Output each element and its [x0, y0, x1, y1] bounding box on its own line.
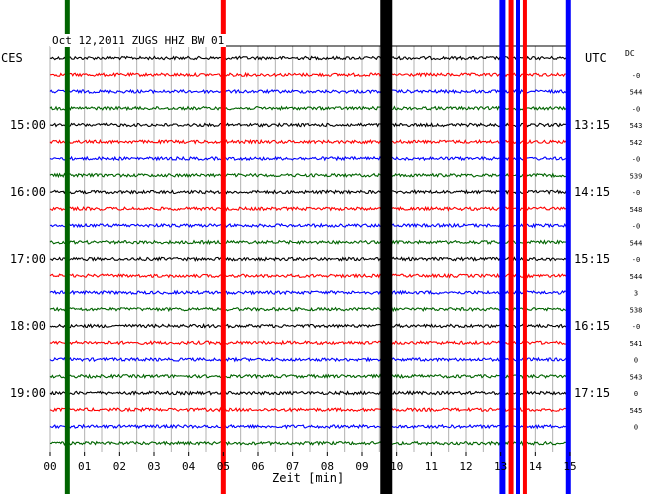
x-tick-label: 01: [78, 460, 91, 473]
x-tick-label: 07: [286, 460, 299, 473]
right-time-label: 17:15: [574, 386, 610, 400]
dc-offset-value: 544: [630, 89, 643, 97]
time-grid: [49, 45, 571, 452]
trace-line: [49, 423, 570, 430]
trace-line: [49, 55, 570, 61]
left-time-label: 17:00: [10, 252, 46, 266]
x-tick-label: 10: [390, 460, 403, 473]
seismic-traces: [49, 55, 571, 447]
x-tick-label: 04: [182, 460, 196, 473]
right-time-labels: 13:15 14:15 15:15 16:15 17:15: [574, 118, 610, 400]
trace-line: [49, 189, 570, 195]
event-markers: [64, 0, 571, 494]
event-marker: [380, 0, 393, 494]
event-marker: [499, 0, 506, 494]
dc-offset-value: 542: [630, 139, 643, 147]
right-time-label: 13:15: [574, 118, 610, 132]
trace-line: [49, 138, 570, 145]
dc-offset-value: 539: [630, 172, 643, 180]
dc-offset-value: -0: [632, 256, 640, 264]
trace-line: [49, 155, 570, 162]
event-marker: [64, 0, 70, 494]
x-tick-label: 15: [563, 460, 576, 473]
dc-offset-value: 544: [630, 273, 643, 281]
dc-offset-value: 0: [634, 357, 638, 365]
left-time-label: 18:00: [10, 319, 46, 333]
x-tick-label: 08: [321, 460, 334, 473]
left-time-label: 16:00: [10, 185, 46, 199]
x-tick-label: 06: [251, 460, 264, 473]
trace-line: [49, 373, 570, 380]
left-time-label: 15:00: [10, 118, 46, 132]
trace-line: [49, 172, 571, 179]
dc-offset-labels: -0 544 -0 543 542 -0 539 -0 548 -0 544 -0 544 3 538 -0 5…: [630, 72, 643, 432]
dc-column-title: DC: [625, 49, 635, 58]
dc-offset-value: -0: [632, 189, 640, 197]
chart-title: Oct 12,2011 ZUGS HHZ BW 01: [50, 34, 227, 47]
trace-line: [49, 406, 571, 413]
event-marker: [516, 0, 520, 494]
dc-offset-value: 538: [630, 306, 643, 314]
x-tick-label: 05: [217, 460, 230, 473]
dc-offset-value: 0: [634, 390, 638, 398]
x-tick-label: 02: [113, 460, 126, 473]
trace-line: [49, 323, 571, 329]
trace-line: [49, 272, 571, 279]
x-tick-label: 14: [529, 460, 543, 473]
left-axis-title: CES: [1, 51, 23, 65]
dc-offset-value: -0: [632, 323, 640, 331]
dc-offset-value: -0: [632, 72, 640, 80]
trace-line: [49, 306, 570, 313]
dc-offset-value: 545: [630, 407, 643, 415]
x-tick-label: 12: [459, 460, 472, 473]
left-time-label: 19:00: [10, 386, 46, 400]
dc-offset-value: 3: [634, 290, 638, 298]
x-tick-label: 03: [147, 460, 160, 473]
dc-offset-value: -0: [632, 156, 640, 164]
trace-line: [49, 356, 571, 363]
x-axis-label: Zeit [min]: [272, 471, 345, 485]
trace-line: [49, 105, 570, 112]
trace-line: [49, 339, 571, 346]
event-marker: [508, 0, 514, 494]
dc-offset-value: 548: [630, 206, 643, 214]
event-marker: [220, 0, 226, 494]
trace-line: [49, 239, 570, 246]
x-tick-label: 00: [43, 460, 56, 473]
dc-offset-value: 543: [630, 122, 643, 130]
trace-line: [49, 88, 570, 95]
dc-offset-value: 543: [630, 373, 643, 381]
x-tick-label: 09: [355, 460, 368, 473]
trace-line: [49, 122, 571, 128]
right-axis-title: UTC: [585, 51, 607, 65]
event-marker: [522, 0, 527, 494]
trace-line: [49, 222, 570, 229]
trace-line: [49, 256, 571, 262]
dc-offset-value: -0: [632, 223, 640, 231]
dc-offset-value: 541: [630, 340, 643, 348]
left-time-labels: 15:00 16:00 17:00 18:00 19:00: [10, 118, 46, 400]
x-tick-label: 13: [494, 460, 507, 473]
dc-offset-value: 0: [634, 424, 638, 432]
right-time-label: 15:15: [574, 252, 610, 266]
x-tick-label: 11: [425, 460, 438, 473]
dc-offset-value: 544: [630, 239, 643, 247]
right-time-label: 14:15: [574, 185, 610, 199]
right-time-label: 16:15: [574, 319, 610, 333]
trace-line: [49, 71, 571, 78]
trace-line: [49, 289, 571, 296]
trace-line: [49, 205, 571, 212]
dc-offset-value: -0: [632, 105, 640, 113]
trace-line: [49, 390, 570, 396]
trace-line: [49, 440, 570, 447]
x-axis-ticks: 00 01 02 03 04 05 06 07 08 09 10 11 12 13 14 15: [43, 452, 577, 473]
event-marker: [565, 0, 571, 494]
